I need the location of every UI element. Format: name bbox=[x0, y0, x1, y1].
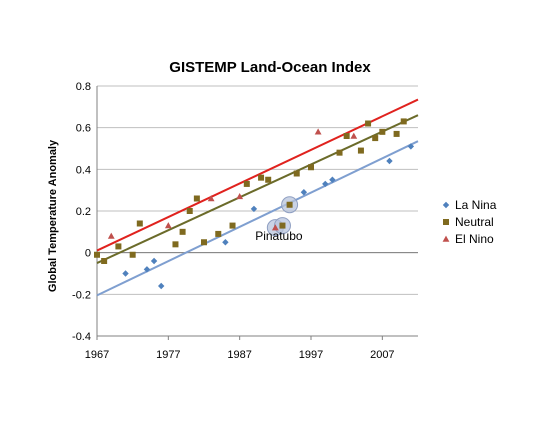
neutral-point-0 bbox=[94, 251, 100, 258]
neutral-point-12 bbox=[243, 180, 250, 187]
neutral-point-16 bbox=[286, 201, 293, 208]
neutral-point-11 bbox=[229, 222, 236, 229]
la-nina-point-2 bbox=[150, 257, 158, 265]
x-tick-3: 1997 bbox=[299, 349, 323, 361]
el-nino-point-5 bbox=[314, 128, 322, 135]
la-nina-point-7 bbox=[322, 180, 329, 188]
neutral-point-17 bbox=[293, 170, 300, 177]
x-tick-1: 1977 bbox=[156, 349, 180, 361]
neutral-point-20 bbox=[343, 133, 350, 139]
y-tick-4: 0.4 bbox=[76, 164, 91, 176]
legend-marker-la-nina bbox=[442, 201, 450, 209]
x-tick-4: 2007 bbox=[370, 349, 394, 361]
neutral-point-23 bbox=[372, 135, 379, 142]
el-nino-point-4 bbox=[271, 224, 279, 231]
neutral-point-4 bbox=[136, 220, 143, 227]
neutral-point-6 bbox=[179, 228, 186, 235]
la-nina-point-3 bbox=[158, 282, 165, 290]
la-nina-point-8 bbox=[329, 176, 336, 183]
y-tick-6: 0.8 bbox=[76, 81, 91, 93]
y-tick-0: -0.4 bbox=[72, 331, 91, 343]
neutral-point-8 bbox=[193, 195, 200, 202]
annotation-0: Pinatubo bbox=[255, 229, 303, 243]
la-nina-point-6 bbox=[300, 189, 308, 196]
trendline-neutral bbox=[96, 114, 419, 264]
x-tick-0: 1967 bbox=[85, 349, 109, 361]
neutral-point-24 bbox=[379, 128, 386, 135]
legend-marker-neutral bbox=[443, 219, 449, 225]
el-nino-point-1 bbox=[164, 222, 172, 229]
x-tick-labels: 1967 1977 1987 1997 2007 bbox=[85, 349, 395, 361]
x-tick-2: 1987 bbox=[227, 349, 251, 361]
la-nina-point-1 bbox=[143, 266, 151, 273]
neutral-point-25 bbox=[393, 130, 400, 137]
neutral-point-3 bbox=[129, 251, 136, 258]
el-nino-point-2 bbox=[207, 195, 215, 202]
neutral-point-22 bbox=[365, 120, 372, 127]
legend-label-el-nino: El Nino bbox=[455, 232, 494, 246]
chart-title: GISTEMP Land-Ocean Index bbox=[169, 59, 371, 76]
neutral-point-5 bbox=[172, 241, 179, 248]
el-nino-point-6 bbox=[350, 132, 358, 139]
la-nina-point-10 bbox=[407, 143, 415, 150]
la-nina-point-5 bbox=[250, 205, 258, 213]
neutral-point-9 bbox=[201, 239, 207, 246]
la-nina-point-9 bbox=[386, 157, 393, 165]
neutral-point-26 bbox=[400, 118, 407, 125]
y-tick-3: 0.2 bbox=[76, 206, 91, 218]
neutral-point-14 bbox=[265, 176, 272, 183]
legend-label-neutral: Neutral bbox=[455, 215, 494, 229]
trendline-la-nina bbox=[96, 140, 419, 297]
el-nino-point-0 bbox=[107, 232, 115, 239]
trendlines bbox=[96, 98, 419, 297]
neutral-point-2 bbox=[115, 243, 122, 250]
la-nina-point-4 bbox=[222, 239, 229, 246]
la-nina-point-0 bbox=[122, 270, 129, 277]
neutral-point-10 bbox=[215, 230, 222, 237]
y-axis-label: Global Temperature Anomaly bbox=[47, 139, 59, 292]
annotations: Pinatubo bbox=[255, 229, 303, 243]
neutral-point-1 bbox=[101, 258, 108, 264]
legend: La Nina Neutral El Nino bbox=[442, 198, 497, 246]
el-nino-point-3 bbox=[236, 193, 244, 200]
y-tick-labels: -0.4 -0.2 0 0.2 0.4 0.6 0.8 bbox=[72, 81, 91, 343]
y-tick-5: 0.6 bbox=[76, 123, 91, 135]
neutral-point-19 bbox=[336, 149, 343, 156]
trendline-el-nino bbox=[96, 98, 419, 252]
data-points bbox=[94, 118, 415, 290]
neutral-point-21 bbox=[357, 147, 364, 154]
neutral-point-15 bbox=[279, 222, 286, 229]
neutral-point-7 bbox=[186, 208, 193, 214]
y-tick-2: 0 bbox=[85, 248, 91, 260]
y-tick-1: -0.2 bbox=[72, 289, 91, 301]
neutral-point-13 bbox=[258, 174, 265, 181]
legend-label-la-nina: La Nina bbox=[455, 198, 497, 212]
neutral-point-18 bbox=[308, 164, 314, 171]
legend-marker-el-nino bbox=[442, 235, 450, 242]
